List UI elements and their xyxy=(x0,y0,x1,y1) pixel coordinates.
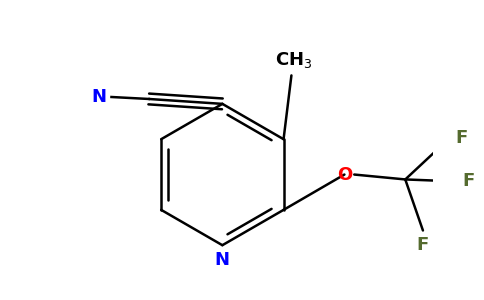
Text: O: O xyxy=(337,166,352,184)
Text: CH$_3$: CH$_3$ xyxy=(275,50,312,70)
Text: F: F xyxy=(417,236,429,254)
Text: N: N xyxy=(91,88,106,106)
Text: F: F xyxy=(462,172,474,190)
Text: N: N xyxy=(215,251,230,269)
Text: F: F xyxy=(455,129,468,147)
